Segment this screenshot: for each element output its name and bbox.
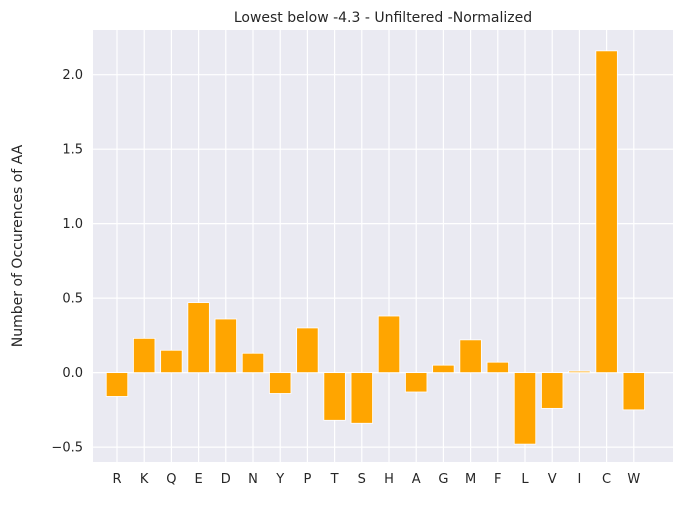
y-axis-label: Number of Occurences of AA — [10, 144, 26, 347]
x-tick-label: A — [412, 472, 421, 487]
x-tick-label: E — [194, 472, 202, 487]
bar-W — [622, 372, 645, 411]
x-tick-label: G — [438, 472, 448, 487]
bar-Y — [269, 372, 292, 394]
bar-L — [513, 372, 537, 445]
bar-M — [459, 339, 482, 374]
bar-F — [486, 361, 509, 374]
bar-T — [323, 372, 346, 421]
y-tick-label: 0.5 — [62, 292, 83, 307]
bar-I — [568, 370, 591, 374]
y-tick-label: −0.5 — [51, 441, 83, 456]
bar-P — [296, 327, 319, 374]
x-tick-label: N — [248, 472, 258, 487]
y-tick-label: 2.0 — [62, 68, 83, 83]
y-tick-label: 0.0 — [62, 366, 83, 381]
bar-G — [432, 364, 455, 374]
x-tick-label: S — [358, 472, 366, 487]
bar-V — [541, 372, 564, 409]
bar-Q — [160, 349, 183, 374]
x-tick-label: M — [465, 472, 476, 487]
x-tick-label: H — [384, 472, 394, 487]
bar-H — [377, 315, 401, 374]
plot-area — [93, 30, 673, 462]
x-tick-label: F — [494, 472, 501, 487]
x-tick-label: Q — [166, 472, 176, 487]
bar-D — [214, 318, 237, 374]
x-tick-label: W — [627, 472, 640, 487]
bar-K — [133, 337, 156, 374]
y-tick-label: 1.5 — [62, 143, 83, 158]
bars — [105, 50, 645, 445]
x-tick-label: K — [140, 472, 149, 487]
bar-R — [105, 372, 129, 397]
y-tick-label: 1.0 — [62, 217, 83, 232]
x-tick-label: L — [521, 472, 529, 487]
bar-C — [595, 50, 618, 374]
x-tick-label: V — [548, 472, 557, 487]
x-tick-label: D — [221, 472, 231, 487]
x-tick-label: P — [303, 472, 311, 487]
bar-S — [350, 372, 373, 424]
x-tick-label: Y — [275, 472, 284, 487]
bar-A — [405, 372, 428, 393]
x-tick-label: R — [112, 472, 121, 487]
y-tick-labels: −0.5 0.0 0.5 1.0 1.5 2.0 — [51, 68, 83, 455]
bar-E — [187, 302, 210, 374]
chart-title: Lowest below -4.3 - Unfiltered -Normaliz… — [234, 10, 532, 26]
x-tick-label: T — [330, 472, 339, 487]
bar-N — [241, 352, 265, 374]
x-tick-label: I — [577, 472, 581, 487]
x-tick-label: C — [602, 472, 611, 487]
